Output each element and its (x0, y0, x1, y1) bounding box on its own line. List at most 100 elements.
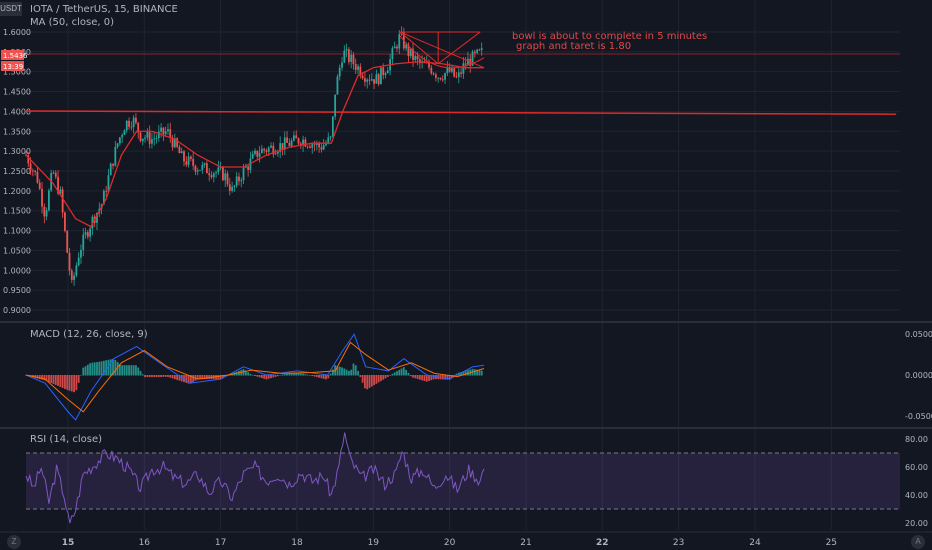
ma-layer (25, 61, 484, 228)
macd-histogram-bar (354, 365, 357, 376)
macd-histogram-bar (402, 367, 405, 376)
candle-body (219, 167, 222, 169)
macd-histogram-bar (91, 362, 94, 376)
y-tick-label: 1.0500 (3, 246, 31, 255)
macd-histogram-bar (180, 375, 183, 382)
candle-body (215, 172, 217, 174)
candle-body (244, 166, 247, 168)
macd-histogram-bar (405, 370, 408, 376)
candle-body (34, 170, 37, 172)
macd-histogram-bar (306, 374, 309, 376)
candle-body (263, 148, 266, 151)
candle-body (210, 175, 213, 178)
candle-body (327, 137, 330, 143)
ma-legend[interactable]: MA (50, close, 0) (30, 17, 115, 28)
support-line (25, 110, 897, 115)
candle-body (368, 79, 371, 81)
candle-body (293, 135, 295, 141)
macd-histogram-bar (263, 375, 266, 379)
macd-histogram-bar (302, 373, 304, 376)
x-tick-label: 23 (673, 538, 684, 548)
macd-histogram-bar (318, 375, 321, 378)
price-tag (1, 61, 24, 71)
candle-body (27, 155, 30, 164)
candle-body (380, 67, 382, 85)
currency-badge[interactable]: USDT (0, 2, 22, 16)
timezone-icon[interactable]: Z (7, 535, 21, 549)
rsi-legend[interactable]: RSI (14, close) (30, 434, 103, 445)
macd-histogram-bar (34, 375, 37, 378)
candle-body (75, 265, 78, 276)
x-tick-label: 17 (215, 538, 226, 548)
macd-histogram-bar (428, 375, 430, 381)
candle-body (180, 151, 183, 154)
macd-histogram-bar (430, 375, 433, 381)
candle-body (462, 63, 465, 74)
macd-histogram-bar (162, 375, 165, 377)
candle-body (416, 56, 419, 60)
macd-histogram-bar (347, 370, 350, 376)
candle-body (272, 145, 275, 155)
macd-histogram-bar (350, 369, 353, 376)
macd-histogram-bar (325, 375, 327, 380)
candle-body (322, 145, 325, 150)
candle-body (89, 228, 92, 237)
candle-body (45, 210, 48, 217)
candle-body (31, 170, 34, 172)
macd-histogram-bar (187, 375, 190, 384)
macd-histogram-bar (41, 375, 43, 380)
candle-body (164, 131, 167, 135)
macd-histogram-bar (203, 375, 206, 380)
macd-histogram-bar (249, 373, 252, 376)
candle-body (320, 147, 323, 150)
macd-histogram-bar (279, 374, 282, 376)
macd-histogram-bar (295, 372, 298, 376)
symbol-title[interactable]: IOTA / TetherUS, 15, BINANCE (30, 4, 178, 15)
candle-body (247, 166, 250, 171)
candle-body (313, 144, 316, 146)
macd-histogram-bar (386, 375, 389, 377)
macd-histogram-bar (247, 372, 250, 376)
macd-histogram-bar (412, 375, 414, 378)
candle-body (194, 165, 197, 172)
macd-histogram-bar (398, 369, 401, 376)
annotation-line-2[interactable]: graph and taret is 1.80 (516, 41, 632, 52)
candle-body (54, 172, 57, 177)
candle-body (192, 158, 195, 166)
candle-body (189, 156, 192, 159)
candle-body (350, 54, 353, 62)
macd-histogram-bar (382, 375, 385, 380)
annotation-line-1[interactable]: bowl is about to complete in 5 minutes (512, 31, 708, 42)
candle-body (405, 44, 408, 49)
candle-body (141, 138, 144, 142)
macd-histogram-bar (338, 366, 341, 376)
macd-histogram-bar (421, 375, 424, 381)
candle-body (222, 167, 224, 181)
candle-body (437, 77, 440, 79)
auto-scale-icon[interactable]: A (911, 535, 925, 549)
candle-body (86, 232, 89, 237)
candle-body (137, 122, 140, 133)
candle-body (57, 176, 59, 194)
candle-body (318, 143, 321, 148)
candle-body (258, 153, 261, 157)
macd-histogram-bar (329, 373, 332, 376)
macd-legend[interactable]: MACD (12, 26, close, 9) (30, 329, 148, 340)
macd-histogram-bar (98, 361, 101, 376)
macd-histogram-bar (121, 365, 124, 376)
macd-histogram-bar (171, 375, 174, 379)
candle-body (242, 167, 245, 181)
macd-histogram-bar (61, 375, 64, 388)
macd-histogram-bar (373, 375, 375, 386)
macd-histogram-bar (423, 375, 426, 382)
candle-body (361, 75, 364, 79)
macd-histogram-bar (178, 375, 181, 381)
macd-histogram-bar (455, 373, 458, 376)
candle-body (325, 142, 327, 146)
candle-body (304, 139, 307, 147)
y-tick-label: 1.5000 (3, 68, 31, 77)
candle-body (439, 77, 442, 80)
candle-body (153, 138, 156, 140)
rsi-tick-label: 60.00 (905, 463, 928, 472)
